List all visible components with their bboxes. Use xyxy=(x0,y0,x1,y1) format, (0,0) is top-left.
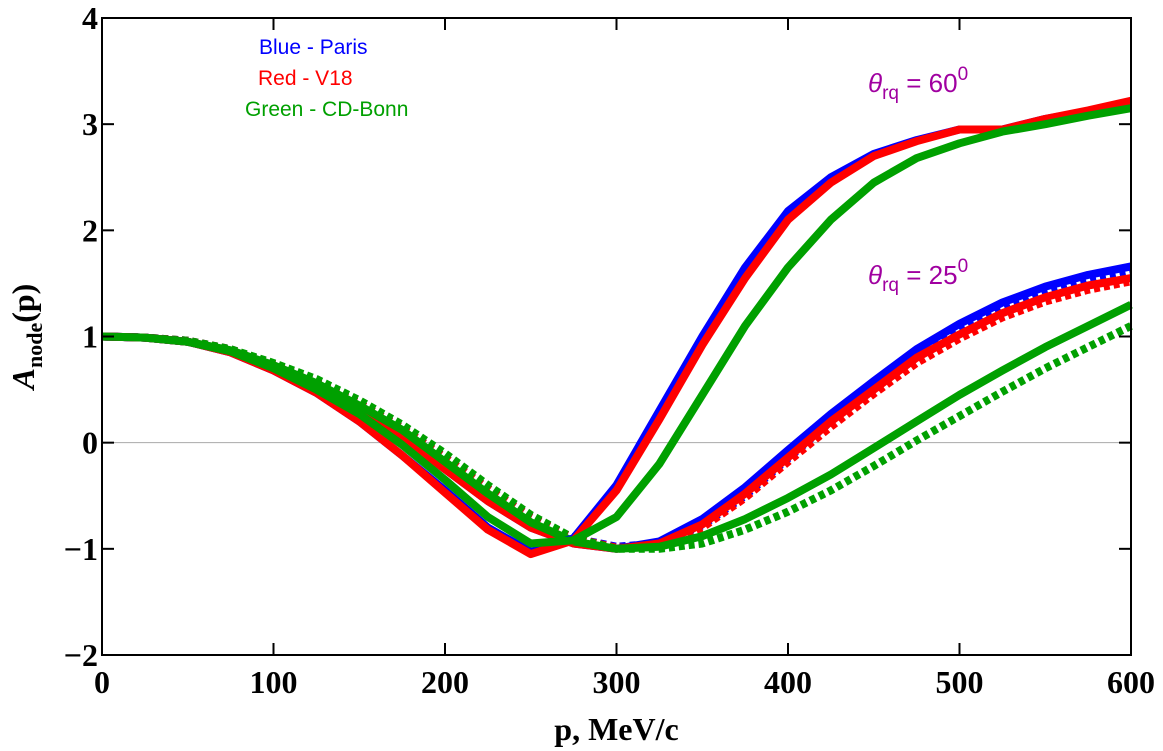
y-tick-label: −1 xyxy=(64,531,98,567)
y-tick-label: 4 xyxy=(82,0,98,36)
y-axis-label: Anode(p) xyxy=(5,284,47,392)
annotation-text: = 60 xyxy=(899,68,958,98)
annotation-superscript: 0 xyxy=(958,64,969,85)
y-axis-label-suffix: (p) xyxy=(5,284,41,323)
legend-entry: Red - V18 xyxy=(258,67,353,90)
annotation-superscript: 0 xyxy=(958,256,969,277)
annotation: θrq = 250 xyxy=(868,256,968,296)
y-tick-label: 3 xyxy=(82,106,98,142)
y-tick-label: −2 xyxy=(64,637,98,673)
legend-entry: Green - CD-Bonn xyxy=(245,98,408,121)
x-tick-label: 500 xyxy=(936,664,984,700)
annotation-text: = 25 xyxy=(899,260,958,290)
legend-entry: Blue - Paris xyxy=(259,36,368,59)
y-axis-label-main: A xyxy=(5,368,41,391)
x-tick-label: 0 xyxy=(94,664,110,700)
x-tick-label: 300 xyxy=(593,664,641,700)
x-tick-label: 400 xyxy=(764,664,812,700)
annotation-symbol: θ xyxy=(868,68,882,98)
x-axis-label: p, MeV/c xyxy=(554,711,678,747)
x-tick-label: 100 xyxy=(250,664,298,700)
x-tick-label: 200 xyxy=(421,664,469,700)
x-tick-label: 600 xyxy=(1107,664,1155,700)
annotation-subscript: rq xyxy=(882,275,899,296)
annotation: θrq = 600 xyxy=(868,64,968,104)
annotation-subscript: rq xyxy=(882,83,899,104)
y-tick-label: 2 xyxy=(82,212,98,248)
y-tick-label: 1 xyxy=(82,319,98,355)
series-line xyxy=(101,104,1132,548)
series-line xyxy=(101,277,1132,552)
annotation-symbol: θ xyxy=(868,260,882,290)
y-tick-label: 0 xyxy=(82,425,98,461)
y-axis-label-sub: node xyxy=(22,323,47,368)
